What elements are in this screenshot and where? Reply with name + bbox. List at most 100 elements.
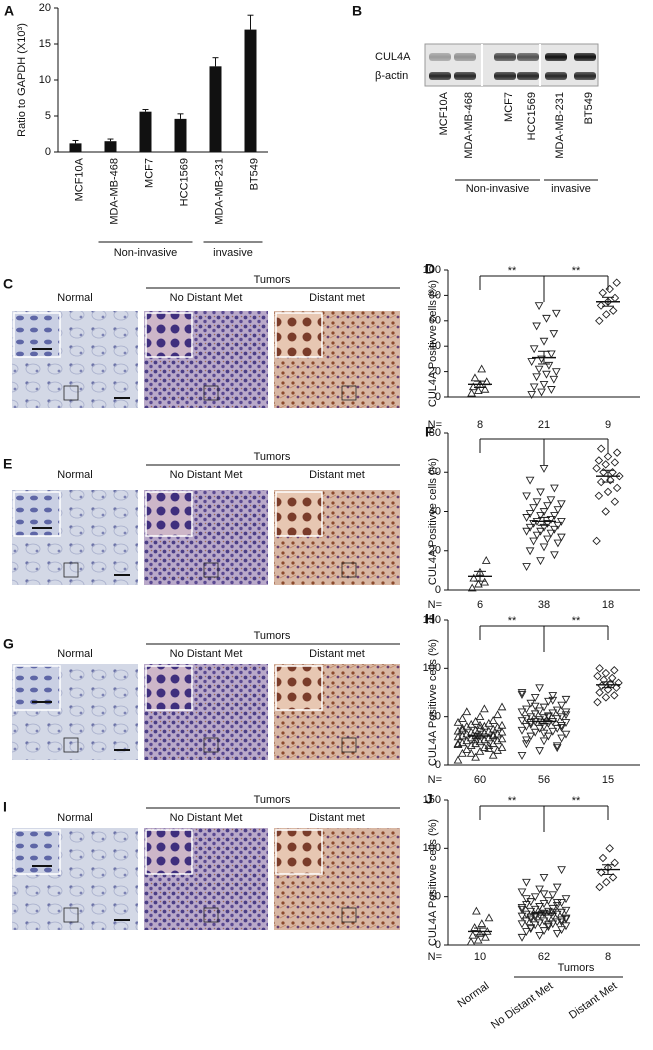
- data-point: [529, 383, 539, 392]
- column-label: No Distant Met: [170, 292, 243, 304]
- data-point: [474, 579, 483, 588]
- data-point: [548, 904, 558, 913]
- data-point: [603, 452, 613, 461]
- data-point: [517, 905, 527, 914]
- lane-label: MCF10A: [438, 91, 450, 135]
- data-point: [522, 492, 531, 501]
- data-point: [453, 755, 463, 764]
- data-point: [595, 688, 604, 697]
- blot-band: [454, 72, 476, 80]
- bar: [174, 118, 187, 152]
- data-point: [544, 713, 553, 722]
- n-count: 8: [605, 951, 611, 963]
- data-point: [532, 531, 542, 540]
- y-tick-label: 20: [429, 545, 441, 557]
- micrograph-inset: [145, 491, 193, 537]
- micrograph-inset: [275, 491, 323, 537]
- data-point: [601, 507, 610, 516]
- data-point: [530, 702, 540, 711]
- data-point: [552, 706, 562, 715]
- data-point: [535, 716, 544, 725]
- zoom-box: [341, 907, 357, 923]
- data-point: [551, 368, 561, 377]
- data-point: [544, 923, 553, 932]
- data-point: [481, 556, 491, 564]
- blot-band: [517, 53, 539, 61]
- micrograph-inset: [13, 665, 61, 711]
- data-point: [592, 464, 601, 473]
- y-tick-label: 0: [435, 939, 441, 951]
- data-point: [548, 692, 558, 700]
- data-point: [470, 373, 480, 382]
- data-point: [473, 935, 483, 944]
- data-point: [526, 898, 536, 907]
- group-label: Non-invasive: [114, 247, 178, 259]
- blot-band: [545, 72, 567, 80]
- y-tick-label: 50: [429, 711, 441, 723]
- data-point: [488, 730, 498, 739]
- data-point: [535, 747, 544, 756]
- data-point: [522, 736, 531, 745]
- data-point: [552, 930, 562, 938]
- data-point: [561, 730, 571, 739]
- data-point: [532, 373, 541, 382]
- y-tick-label: 0: [435, 391, 441, 403]
- x-tick-label: MCF7: [143, 158, 155, 188]
- column-label: No Distant Met: [170, 469, 243, 481]
- panel-letter: D: [425, 261, 435, 277]
- data-point: [477, 364, 487, 373]
- data-point: [532, 498, 542, 507]
- data-point: [548, 891, 558, 900]
- y-tick-label: 10: [39, 74, 51, 86]
- data-point: [539, 543, 549, 552]
- data-point: [526, 713, 536, 722]
- data-point: [475, 712, 485, 720]
- data-point: [522, 878, 531, 887]
- data-point: [530, 728, 540, 737]
- data-point: [552, 744, 562, 753]
- data-point: [480, 384, 490, 393]
- data-point: [557, 926, 566, 935]
- data-point: [525, 476, 535, 485]
- data-point: [542, 314, 551, 323]
- tumors-header: Tumors: [254, 451, 291, 463]
- data-point: [539, 714, 549, 723]
- data-point: [544, 732, 553, 741]
- data-point: [596, 477, 606, 487]
- data-point: [605, 844, 614, 853]
- data-point: [535, 932, 544, 940]
- bar: [104, 141, 117, 152]
- zoom-box: [63, 562, 79, 578]
- blot-band: [454, 53, 476, 61]
- data-point: [458, 748, 467, 757]
- blot-row-label: β-actin: [375, 70, 408, 82]
- data-point: [552, 742, 562, 751]
- tumors-header: Tumors: [254, 630, 291, 642]
- category-group-label: Tumors: [558, 962, 595, 974]
- data-point: [539, 703, 549, 712]
- data-point: [527, 358, 537, 366]
- data-point: [610, 858, 619, 868]
- column-label: Normal: [57, 292, 92, 304]
- micrograph-inset: [275, 665, 323, 711]
- data-point: [542, 370, 551, 379]
- data-point: [472, 906, 481, 915]
- data-point: [539, 337, 549, 346]
- data-point: [557, 533, 566, 542]
- data-point: [593, 671, 602, 681]
- zoom-box: [203, 907, 219, 923]
- data-point: [480, 577, 490, 586]
- data-point: [536, 527, 545, 536]
- data-point: [553, 506, 563, 515]
- data-point: [546, 516, 556, 524]
- significance-label: **: [572, 265, 581, 277]
- data-point: [526, 913, 536, 922]
- data-point: [480, 704, 489, 713]
- micrograph-inset: [275, 312, 323, 358]
- y-axis-label: CUL4A Positivve cells (%): [427, 280, 439, 407]
- data-point: [596, 444, 606, 453]
- data-point: [470, 923, 479, 931]
- data-point: [462, 745, 472, 753]
- panel-letter: I: [3, 799, 7, 815]
- significance-label: **: [508, 795, 517, 807]
